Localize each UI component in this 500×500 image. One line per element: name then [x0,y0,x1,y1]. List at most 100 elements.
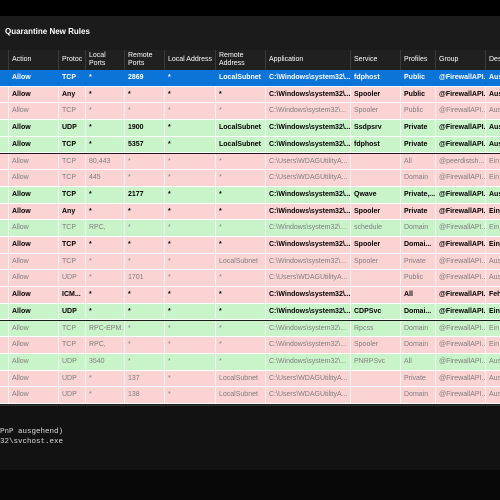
table-cell: * [124,203,164,220]
table-cell: Spooler [350,103,400,120]
table-cell: Ein [485,320,500,337]
table-cell: C:\Windows\system32\... [265,337,350,353]
table-cell: * [164,220,215,236]
table-cell: TCP [58,253,85,270]
table-cell: * [85,186,124,203]
table-cell: C:\Windows\system32\... [265,136,350,153]
table-cell: Public [400,70,435,86]
table-cell: ICM... [58,287,85,303]
table-cell: Aus [485,186,500,203]
table-cell: Spooler [350,86,400,103]
table-cell: Domain [400,337,435,353]
table-cell: * [124,237,164,253]
table-cell: TCP [58,186,85,203]
table-cell: * [124,353,164,370]
table-cell: Ein [485,303,500,320]
table-cell: Allow [8,353,58,370]
table-cell: @FirewallAPI... [435,103,485,120]
table-cell: LocalSubnet [215,120,265,136]
table-cell: * [215,86,265,103]
table-cell: @FirewallAPI... [435,70,485,86]
table-cell: @peerdistsh... [435,153,485,170]
table-cell: * [215,153,265,170]
table-cell: Public [400,86,435,103]
table-cell: 138 [124,387,164,403]
column-header: Profiles [400,50,435,70]
table-row: Allow TCP * 5357 * LocalSubnet C:\Windows\syst… [0,136,500,154]
table-cell: * [85,203,124,220]
table-cell: fdphost [350,136,400,153]
table-cell: Aus [485,387,500,403]
table-cell: @FirewallAPI... [435,387,485,403]
table-cell: Ein [485,170,500,186]
table-cell: Aus [485,353,500,370]
table-cell: Ein [485,337,500,353]
table-cell: Allow [8,103,58,120]
table-cell: C:\Windows\system32\... [265,120,350,136]
table-row: Allow TCP * * * * C:\Windows\system32\... Spool… [0,237,500,254]
table-cell: * [215,186,265,203]
table-cell: * [164,370,215,387]
table-cell: All [400,153,435,170]
table-cell: TCP [58,170,85,186]
column-header: Local Ports [85,50,124,70]
table-cell: * [85,287,124,303]
table-cell: @FirewallAPI... [435,270,485,287]
table-cell: * [215,270,265,287]
table-cell: Aus [485,370,500,387]
table-row: Allow Any * * * * C:\Windows\system32\... Spool… [0,203,500,221]
table-cell: * [85,253,124,270]
table-row: Allow UDP * 1900 * LocalSubnet C:\Windows\syst… [0,120,500,137]
table-cell: * [164,153,215,170]
table-cell: Feh [485,287,500,303]
table-cell: * [164,103,215,120]
table-cell [350,270,400,287]
table-cell: Domain [400,170,435,186]
table-cell: @FirewallAPI... [435,86,485,103]
table-cell: C:\Windows\system32\... [265,237,350,253]
table-cell: Domai... [400,303,435,320]
table-cell: * [164,203,215,220]
table-cell: UDP [58,303,85,320]
table-row: Allow TCP RPC, * * * C:\Windows\system32\... sc… [0,220,500,237]
column-header: Remote Ports [124,50,164,70]
table-cell: * [215,320,265,337]
table-cell: schedule [350,220,400,236]
table-cell: RPC-EPM... [85,320,124,337]
table-cell: 5357 [124,136,164,153]
table-row: Allow TCP RPC-EPM... * * * C:\Windows\system32… [0,320,500,338]
table-cell: RPC, [85,220,124,236]
table-cell: C:\Users\WDAGUtilityA... [265,153,350,170]
table-cell: LocalSubnet [215,136,265,153]
table-cell: * [164,70,215,86]
table-cell: Allow [8,153,58,170]
table-cell: * [85,387,124,403]
table-cell: Allow [8,337,58,353]
table-cell: @FirewallAPI... [435,320,485,337]
table-cell: 2177 [124,186,164,203]
table-cell: Allow [8,170,58,186]
table-cell: * [124,320,164,337]
table-cell: @FirewallAPI... [435,337,485,353]
table-cell: Aus [485,103,500,120]
table-cell: Spooler [350,203,400,220]
table-cell [350,170,400,186]
table-cell: Allow [8,203,58,220]
table-row: Allow UDP * 137 * LocalSubnet C:\Users\WDAGUti… [0,370,500,388]
table-cell: * [215,237,265,253]
table-cell: @FirewallAPI... [435,287,485,303]
table-cell: @FirewallAPI... [435,370,485,387]
table-cell: * [215,353,265,370]
table-cell: Aus [485,86,500,103]
table-row: Allow TCP * * * * C:\Windows\system32\... Spool… [0,103,500,121]
table-cell: Ein [485,220,500,236]
table-cell: C:\Windows\system32\... [265,86,350,103]
table-row: Allow TCP RPC, * * * C:\Windows\system32\... Sp… [0,337,500,354]
table-cell: Domain [400,320,435,337]
table-cell: * [124,220,164,236]
table-cell: C:\Windows\system32\... [265,186,350,203]
table-cell: * [164,136,215,153]
table-cell: C:\Users\WDAGUtilityA... [265,170,350,186]
table-cell: All [400,353,435,370]
